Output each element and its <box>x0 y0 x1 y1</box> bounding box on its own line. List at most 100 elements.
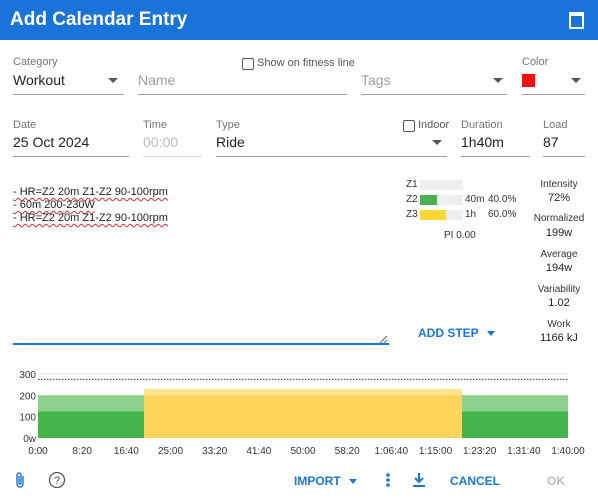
name-input[interactable]: Name <box>138 72 176 88</box>
dialog-title-bar: Add Calendar Entry <box>0 0 598 40</box>
step-bar <box>144 395 462 438</box>
stat-label: Variability <box>537 284 581 295</box>
step-range-bar <box>38 395 144 412</box>
load-underline <box>543 156 585 157</box>
show-fitness-label: Show on fitness line <box>257 57 355 69</box>
stat-value: 72% <box>547 192 571 204</box>
zone-time: 1h <box>465 209 477 220</box>
x-tick-label: 1:40:00 <box>551 446 585 457</box>
x-tick-label: 8:20 <box>72 446 92 457</box>
zone-label: Z1 <box>406 179 418 190</box>
duration-underline <box>461 156 530 157</box>
stat-label: Average <box>540 249 578 260</box>
category-dropdown-icon[interactable] <box>108 78 118 83</box>
add-step-label: ADD STEP <box>418 326 479 340</box>
indoor-label: Indoor <box>418 119 450 131</box>
x-tick-label: 50:00 <box>290 446 315 457</box>
step-range-bar <box>144 388 462 396</box>
import-button[interactable]: IMPORT <box>294 474 358 488</box>
category-label: Category <box>13 56 58 68</box>
stat-label: Normalized <box>533 213 585 224</box>
maximize-icon[interactable] <box>569 12 584 29</box>
time-underline <box>143 156 202 157</box>
help-icon[interactable]: ? <box>48 471 66 489</box>
tags-underline <box>361 94 507 95</box>
indoor-checkbox[interactable] <box>403 120 415 132</box>
svg-text:?: ? <box>54 475 60 487</box>
tags-dropdown-icon[interactable] <box>493 78 503 83</box>
zone-label: Z2 <box>406 194 418 205</box>
stat-value: 199w <box>545 227 573 239</box>
x-tick-label: 1:15:00 <box>419 446 453 457</box>
y-tick-label: 200 <box>19 391 36 402</box>
stat-value: 194w <box>545 262 573 274</box>
import-label: IMPORT <box>294 474 341 488</box>
x-tick-label: 25:00 <box>158 446 183 457</box>
stat-label: Intensity <box>540 179 578 190</box>
color-label: Color <box>522 56 549 68</box>
more-vert-icon[interactable] <box>384 471 392 489</box>
y-tick-label: 100 <box>19 413 36 424</box>
time-label: Time <box>143 119 168 131</box>
chevron-down-icon <box>486 331 495 337</box>
x-tick-label: 16:40 <box>114 446 139 457</box>
zone-bar <box>420 195 463 205</box>
duration-label: Duration <box>461 119 503 131</box>
x-tick-label: 41:40 <box>246 446 271 457</box>
x-tick-label: 1:06:40 <box>375 446 409 457</box>
y-tick-label: 0w <box>23 434 37 445</box>
x-tick-label: 33:20 <box>202 446 227 457</box>
power-index: PI 0.00 <box>444 230 476 241</box>
name-underline <box>138 94 347 95</box>
ok-button[interactable]: OK <box>547 474 565 488</box>
stat-value: 1.02 <box>548 297 570 309</box>
category-value[interactable]: Workout <box>13 72 65 88</box>
step-bar <box>38 411 144 438</box>
workout-chart[interactable]: 300 200 100 0w0:00 8:20 16:40 25:00 33:20 41:40 5… <box>0 366 598 460</box>
zone-bar <box>420 180 463 190</box>
color-underline <box>522 94 585 95</box>
attachment-icon[interactable] <box>14 471 26 489</box>
x-tick-label: 1:23:20 <box>463 446 497 457</box>
cancel-button[interactable]: CANCEL <box>450 474 500 488</box>
date-value[interactable]: 25 Oct 2024 <box>13 134 90 150</box>
description-line: - HR=Z2 20m Z1-Z2 90-100rpm <box>13 186 168 198</box>
type-label: Type <box>216 119 240 131</box>
type-underline <box>216 156 447 157</box>
description-line: - HR=Z2 20m Z1-Z2 90-100rpm <box>13 212 168 224</box>
color-dropdown-icon[interactable] <box>571 78 581 83</box>
load-label: Load <box>543 119 568 131</box>
y-tick-label: 300 <box>19 370 36 381</box>
x-tick-label: 1:31:40 <box>507 446 541 457</box>
download-icon[interactable] <box>411 471 427 489</box>
time-value[interactable]: 00:00 <box>143 134 179 150</box>
type-value[interactable]: Ride <box>216 134 245 150</box>
zone-percent: 60.0% <box>488 209 517 220</box>
description-focus-underline <box>13 343 389 345</box>
zone-percent: 40.0% <box>488 194 517 205</box>
description-textarea[interactable]: - HR=Z2 20m Z1-Z2 90-100rpm - 60m 200-23… <box>13 186 168 225</box>
duration-value[interactable]: 1h40m <box>461 134 504 150</box>
type-dropdown-icon[interactable] <box>432 140 442 145</box>
x-tick-label: 0:00 <box>28 446 48 457</box>
description-line: - 60m 200-230W <box>13 199 95 211</box>
chevron-down-icon <box>349 479 358 485</box>
step-bar <box>462 411 568 438</box>
stat-value: 1166 kJ <box>540 332 578 344</box>
date-underline <box>13 156 129 157</box>
zone-bar <box>420 210 463 220</box>
zone-bar-fill <box>420 210 446 220</box>
zone-label: Z3 <box>406 209 418 220</box>
load-value[interactable]: 87 <box>543 134 559 150</box>
dialog-title: Add Calendar Entry <box>10 9 188 30</box>
add-step-button[interactable]: ADD STEP <box>418 326 495 340</box>
color-swatch[interactable] <box>522 74 535 87</box>
stat-label: Work <box>547 319 571 330</box>
resize-handle-icon[interactable] <box>378 334 388 344</box>
category-underline <box>13 94 124 95</box>
tags-input[interactable]: Tags <box>361 72 391 88</box>
step-range-bar <box>462 395 568 412</box>
zone-time: 40m <box>465 194 485 205</box>
show-fitness-checkbox[interactable] <box>242 58 254 70</box>
date-label: Date <box>13 119 37 131</box>
